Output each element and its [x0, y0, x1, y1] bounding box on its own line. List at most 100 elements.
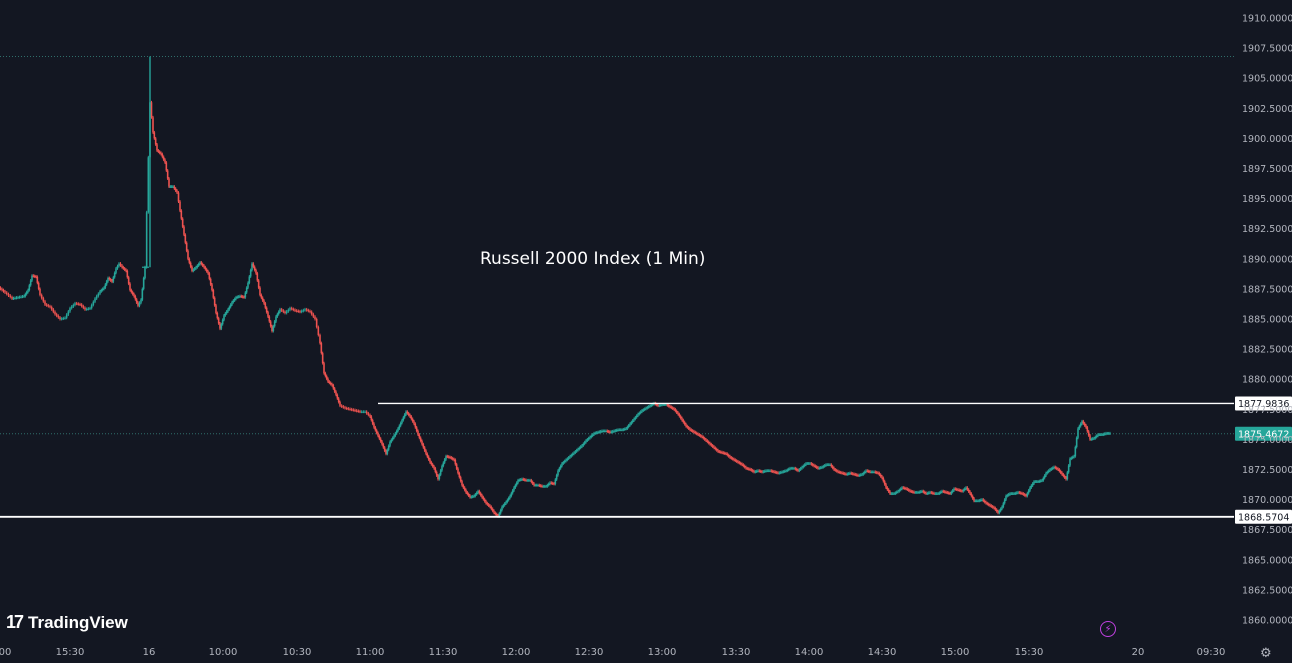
- candle-body: [502, 505, 505, 507]
- price-tick-label: 1895.0000: [1242, 194, 1292, 205]
- candle-body: [674, 409, 677, 411]
- candle-body: [185, 242, 188, 251]
- candle-body: [1077, 428, 1079, 438]
- candle-body: [70, 306, 73, 309]
- candle-body: [52, 309, 55, 312]
- candle-body: [655, 404, 658, 406]
- candle-body: [718, 451, 721, 453]
- candle-body: [320, 343, 323, 354]
- candle-body: [129, 283, 131, 291]
- candle-body: [203, 265, 205, 268]
- candle-body: [694, 432, 697, 434]
- time-tick-label: 16: [143, 647, 156, 658]
- candle-body: [1038, 481, 1041, 483]
- candle-body: [606, 430, 609, 432]
- candle-body: [929, 492, 931, 494]
- price-tick-label: 1885.0000: [1242, 315, 1292, 326]
- candle-body: [589, 436, 591, 439]
- candle-body: [571, 453, 574, 456]
- candle-body: [513, 487, 515, 491]
- candle-body: [122, 267, 125, 269]
- support-price-label: 1868.5704: [1238, 512, 1289, 523]
- candle-body: [573, 452, 575, 454]
- candle-body: [454, 459, 457, 465]
- candle-body: [902, 487, 905, 489]
- candle-body: [72, 304, 75, 307]
- candle-body: [1057, 468, 1059, 470]
- candle-body: [33, 276, 36, 278]
- candle-body: [1087, 431, 1090, 436]
- candle-body: [602, 430, 605, 432]
- time-tick-label: 11:30: [429, 647, 458, 658]
- gear-icon[interactable]: ⚙: [1260, 646, 1272, 661]
- candle-body: [862, 473, 865, 475]
- candle-body: [201, 264, 204, 266]
- candle-body: [846, 473, 849, 475]
- candle-body: [220, 324, 223, 329]
- candle-body: [777, 472, 779, 474]
- candle-body: [510, 493, 513, 496]
- candle-body: [751, 470, 754, 472]
- candle-body: [140, 299, 142, 303]
- candle-body: [1005, 495, 1007, 500]
- candle-body: [998, 510, 1001, 513]
- candle-body: [233, 298, 236, 301]
- candle-body: [990, 505, 993, 507]
- candle-body: [401, 420, 403, 423]
- candle-body: [1095, 435, 1098, 437]
- candle-body: [966, 487, 969, 490]
- candle-body: [833, 467, 835, 470]
- candle-body: [287, 309, 290, 312]
- candle-body: [1, 288, 3, 291]
- candle-body: [323, 363, 325, 374]
- candle-body: [683, 422, 686, 425]
- candle-body: [205, 269, 208, 272]
- candle-body: [581, 445, 583, 447]
- candle-body: [850, 473, 853, 475]
- candle-body: [1001, 506, 1003, 509]
- candle-body: [9, 295, 12, 298]
- time-axis: 00 15:30 16 10:00 10:30 11:00 11:30 12:00 12:30 1…: [0, 647, 1225, 658]
- candle-body: [478, 491, 481, 494]
- candle-body: [377, 432, 379, 436]
- candle-body: [693, 431, 695, 433]
- candle-body: [499, 510, 502, 514]
- candle-body: [594, 432, 597, 434]
- candle-body: [538, 485, 541, 487]
- candle-body: [42, 298, 45, 302]
- candle-body: [342, 406, 345, 408]
- lightning-icon[interactable]: ⚡: [1100, 621, 1116, 637]
- candle-body: [771, 471, 774, 473]
- candle-body: [977, 500, 979, 502]
- candle-body: [625, 428, 627, 430]
- candle-body: [336, 394, 339, 399]
- candle-body: [798, 469, 801, 471]
- candle-body: [425, 450, 427, 454]
- candle-body: [530, 480, 533, 482]
- candle-body: [955, 489, 958, 491]
- candle-body: [493, 510, 495, 513]
- candle-body: [1071, 457, 1074, 459]
- price-tick-label: 1902.5000: [1242, 104, 1292, 115]
- candle-body: [248, 276, 251, 283]
- candle-body: [497, 515, 499, 517]
- candle-body: [642, 409, 645, 411]
- candle-body: [423, 447, 426, 451]
- candle-body: [103, 287, 105, 289]
- candle-body: [227, 309, 229, 312]
- candle-body: [69, 308, 71, 312]
- candle-body: [539, 485, 542, 487]
- candle-body: [750, 469, 753, 471]
- candle-body: [74, 303, 76, 305]
- candle-body: [957, 489, 959, 491]
- candle-body: [690, 429, 693, 431]
- candle-body: [831, 466, 834, 468]
- candle-body: [369, 414, 371, 417]
- candle-body: [762, 471, 765, 473]
- candle-body: [799, 468, 802, 470]
- candle-body: [734, 459, 737, 461]
- candle-body: [118, 263, 120, 267]
- candle-body: [213, 297, 216, 306]
- candle-body: [618, 429, 621, 431]
